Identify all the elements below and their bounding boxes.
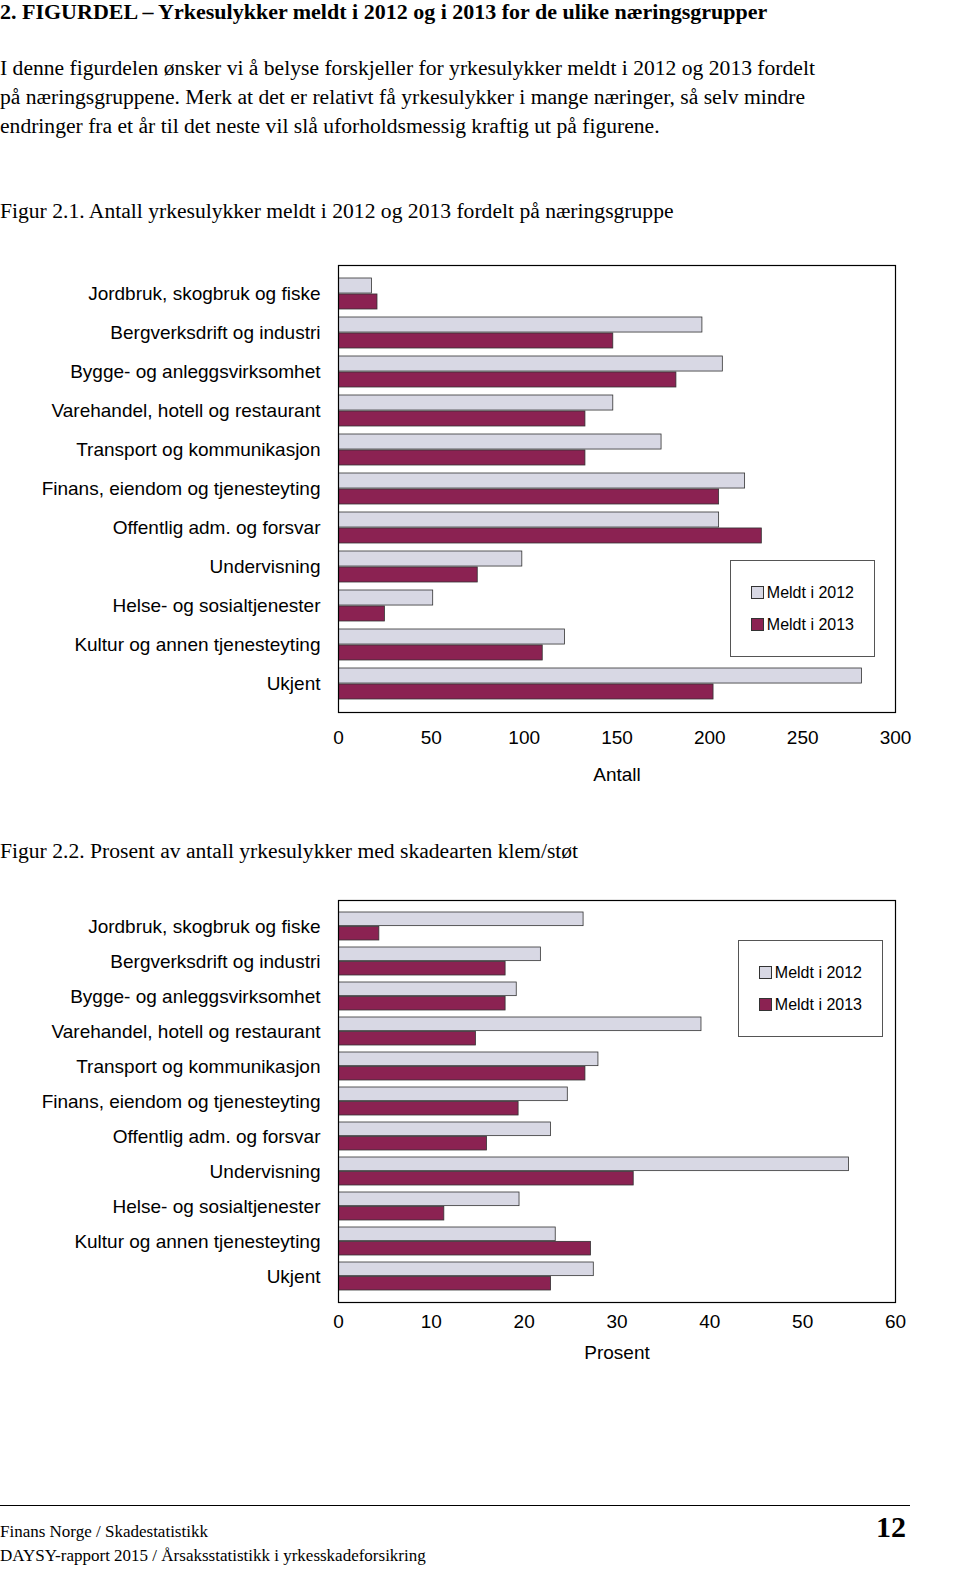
html-text:DAYSY-rapport 2015 / Årsakssta: DAYSY-rapport 2015 / Årsaksstatistikk i … bbox=[0, 1546, 426, 1565]
svg-text:Transport og kommunikasjon: Transport og kommunikasjon bbox=[76, 439, 320, 460]
html-text:Meldt i 2012: Meldt i 2012 bbox=[766, 583, 854, 601]
svg-text:300: 300 bbox=[880, 727, 912, 748]
html-text:I denne figurdelen ønsker vi å: I denne figurdelen ønsker vi å belyse fo… bbox=[0, 56, 815, 80]
svg-text:250: 250 bbox=[787, 727, 819, 748]
svg-text:50: 50 bbox=[421, 727, 442, 748]
svg-text:Varehandel, hotell og restaura: Varehandel, hotell og restaurant bbox=[52, 400, 322, 421]
html-text:Figur 2.2. Prosent av antall y: Figur 2.2. Prosent av antall yrkesulykke… bbox=[0, 839, 579, 863]
svg-text:60: 60 bbox=[885, 1311, 906, 1332]
svg-text:10: 10 bbox=[421, 1311, 442, 1332]
svg-text:Finans, eiendom og tjenesteyti: Finans, eiendom og tjenesteyting bbox=[42, 1091, 321, 1112]
svg-text:Prosent: Prosent bbox=[584, 1342, 650, 1363]
svg-text:50: 50 bbox=[792, 1311, 813, 1332]
svg-text:Transport og kommunikasjon: Transport og kommunikasjon bbox=[76, 1056, 320, 1077]
svg-text:Finans, eiendom og tjenesteyti: Finans, eiendom og tjenesteyting bbox=[42, 478, 321, 499]
html-text:12: 12 bbox=[876, 1510, 906, 1543]
html-text:Figur 2.1. Antall yrkesulykker: Figur 2.1. Antall yrkesulykker meldt i 2… bbox=[0, 199, 674, 223]
svg-text:Undervisning: Undervisning bbox=[210, 556, 321, 577]
svg-text:Antall: Antall bbox=[593, 764, 641, 785]
html-text:Meldt i 2013: Meldt i 2013 bbox=[774, 995, 862, 1013]
svg-text:100: 100 bbox=[508, 727, 540, 748]
svg-text:Kultur og annen tjenesteyting: Kultur og annen tjenesteyting bbox=[74, 634, 320, 655]
svg-text:Undervisning: Undervisning bbox=[210, 1161, 321, 1182]
svg-text:Bygge- og anleggsvirksomhet: Bygge- og anleggsvirksomhet bbox=[70, 986, 321, 1007]
svg-text:40: 40 bbox=[699, 1311, 720, 1332]
svg-text:Offentlig adm. og forsvar: Offentlig adm. og forsvar bbox=[113, 1126, 321, 1147]
svg-text:0: 0 bbox=[333, 727, 344, 748]
svg-text:Jordbruk, skogbruk og fiske: Jordbruk, skogbruk og fiske bbox=[88, 283, 320, 304]
svg-text:150: 150 bbox=[601, 727, 633, 748]
svg-text:20: 20 bbox=[514, 1311, 535, 1332]
svg-text:0: 0 bbox=[333, 1311, 344, 1332]
svg-text:Bygge- og anleggsvirksomhet: Bygge- og anleggsvirksomhet bbox=[70, 361, 321, 382]
html-text:Meldt i 2012: Meldt i 2012 bbox=[774, 963, 862, 981]
svg-text:Helse- og sosialtjenester: Helse- og sosialtjenester bbox=[112, 595, 321, 616]
html-text:2. FIGURDEL – Yrkesulykker mel: 2. FIGURDEL – Yrkesulykker meldt i 2012 … bbox=[0, 0, 768, 24]
html-text:Finans Norge / Skadestatistikk: Finans Norge / Skadestatistikk bbox=[0, 1522, 208, 1541]
svg-text:Ukjent: Ukjent bbox=[267, 673, 322, 694]
svg-text:Offentlig adm. og forsvar: Offentlig adm. og forsvar bbox=[113, 517, 321, 538]
svg-text:Bergverksdrift og industri: Bergverksdrift og industri bbox=[110, 322, 320, 343]
html-text:Meldt i 2013: Meldt i 2013 bbox=[766, 615, 854, 633]
html-text:på næringsgruppene. Merk at de: på næringsgruppene. Merk at det er relat… bbox=[0, 85, 806, 109]
svg-text:Kultur og annen tjenesteyting: Kultur og annen tjenesteyting bbox=[74, 1231, 320, 1252]
svg-text:Varehandel, hotell og restaura: Varehandel, hotell og restaurant bbox=[52, 1021, 322, 1042]
svg-text:Ukjent: Ukjent bbox=[267, 1266, 322, 1287]
svg-text:200: 200 bbox=[694, 727, 726, 748]
html-text:endringer fra et år til det ne: endringer fra et år til det neste vil sl… bbox=[0, 114, 660, 138]
svg-text:30: 30 bbox=[606, 1311, 627, 1332]
svg-text:Bergverksdrift og industri: Bergverksdrift og industri bbox=[110, 951, 320, 972]
svg-text:Helse- og sosialtjenester: Helse- og sosialtjenester bbox=[112, 1196, 321, 1217]
svg-text:Jordbruk, skogbruk og fiske: Jordbruk, skogbruk og fiske bbox=[88, 916, 320, 937]
